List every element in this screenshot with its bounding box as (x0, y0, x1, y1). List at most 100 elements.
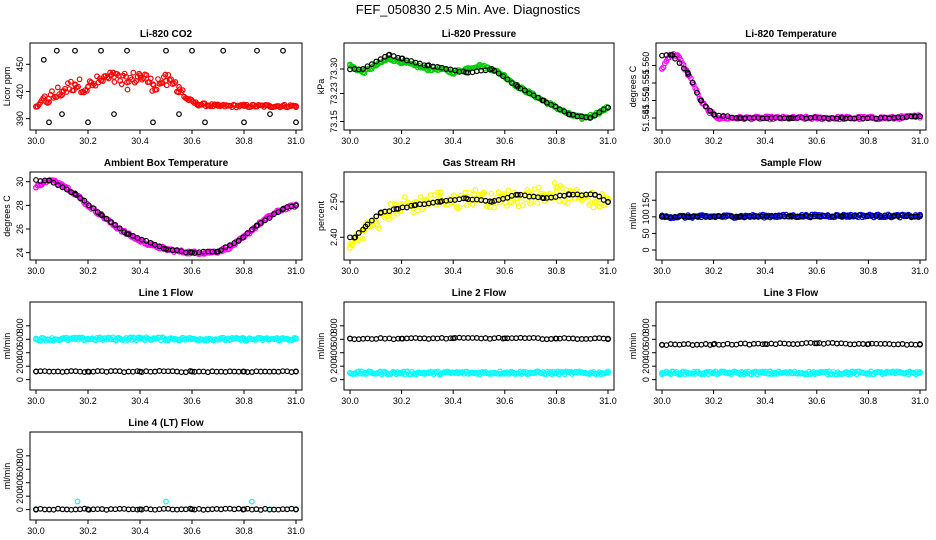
page-title: FEF_050830 2.5 Min. Ave. Diagnostics (355, 2, 581, 17)
data-point (249, 226, 255, 233)
data-point (175, 89, 182, 96)
data-point (50, 94, 57, 101)
plot-frame (343, 171, 615, 261)
data-point (280, 47, 286, 54)
data-point (63, 186, 70, 193)
data-point (155, 76, 161, 82)
series-secondary (659, 212, 923, 221)
data-point (561, 199, 568, 206)
data-point (118, 81, 125, 88)
panel-title: Line 1 Flow (139, 288, 194, 299)
data-point (68, 189, 75, 196)
x-tick-label: 30.2 (79, 136, 97, 146)
data-point (254, 47, 260, 54)
data-point (591, 112, 598, 119)
chart-panel-3: Li-820 Temperature degrees C 30.0 30.2 30.4 3… (628, 29, 929, 146)
data-point (244, 230, 251, 237)
chart-panel-1: Li-820 CO2 Licor ppm 30.0 30.2 30.4 30.6 30.8 3… (2, 29, 305, 146)
y-axis-label: kPa (316, 79, 326, 95)
x-tick-label: 30.4 (131, 266, 149, 276)
data-point (488, 190, 495, 197)
plot-frame (343, 301, 615, 391)
data-point (373, 58, 380, 65)
plot-frame (655, 171, 927, 261)
y-tick-label: 73.15 (329, 110, 339, 133)
x-tick-label: 31.0 (911, 136, 929, 146)
data-point (520, 202, 526, 209)
data-point (552, 103, 559, 110)
data-point (257, 220, 264, 226)
data-point (171, 80, 177, 87)
chart-panel-10: Line 4 (LT) Flow ml/min 30.0 30.2 30.4 30.6 30… (2, 418, 305, 536)
x-tick-label: 30.2 (79, 396, 97, 406)
series-primary (33, 177, 299, 258)
data-point (375, 225, 382, 232)
data-point (472, 186, 479, 193)
data-point (495, 70, 502, 77)
data-point (386, 216, 392, 223)
data-point (437, 189, 444, 196)
y-axis-label: ml/min (628, 333, 638, 360)
x-tick-label: 31.0 (599, 136, 617, 146)
data-point (65, 80, 71, 87)
x-tick-label: 30.8 (860, 396, 878, 406)
series-secondary (659, 339, 923, 349)
data-point (262, 505, 269, 512)
chart-panel-7: Line 1 Flow ml/min 30.0 30.2 30.4 30.6 30.8 31.… (2, 288, 305, 406)
x-tick-label: 30.0 (341, 396, 359, 406)
data-point (605, 368, 611, 375)
data-point (698, 97, 705, 104)
x-tick-label: 30.8 (860, 136, 878, 146)
data-point (293, 368, 299, 375)
data-point (528, 198, 535, 205)
data-point (522, 87, 528, 94)
y-axis-label: Licor ppm (2, 67, 12, 107)
data-point (504, 76, 511, 83)
x-tick-label: 30.0 (27, 396, 45, 406)
data-point (176, 86, 183, 93)
data-point (46, 119, 52, 126)
data-point (163, 498, 169, 505)
data-point (202, 119, 208, 126)
data-point (50, 179, 57, 186)
y-tick-label: 28 (15, 200, 25, 210)
series-secondary (33, 368, 299, 376)
y-tick-label: 0 (329, 377, 339, 382)
chart-panel-5: Gas Stream RH percent 30.0 30.2 30.4 30.6 30.8… (316, 158, 617, 276)
chart-panel-8: Line 2 Flow ml/min 30.0 30.2 30.4 30.6 30.8 31.… (316, 288, 617, 406)
data-point (368, 217, 375, 224)
data-point (59, 184, 66, 191)
data-point (74, 498, 81, 505)
data-point (41, 93, 48, 100)
x-tick-label: 30.8 (235, 136, 253, 146)
y-tick-label: 0 (641, 248, 651, 253)
x-tick-label: 30.0 (27, 526, 45, 536)
data-point (452, 193, 459, 199)
y-tick-label: 400 (15, 345, 25, 360)
x-tick-label: 30.8 (235, 396, 253, 406)
data-point (59, 111, 65, 118)
y-tick-label: 51.550 (641, 87, 651, 115)
data-point (513, 82, 520, 88)
data-point (561, 108, 568, 115)
data-point (587, 114, 594, 121)
data-point (382, 53, 388, 60)
data-point (543, 99, 550, 106)
plot-frame (29, 171, 303, 261)
panel-title: Line 4 (LT) Flow (128, 418, 204, 429)
y-tick-label: 420 (15, 84, 25, 99)
data-point (917, 341, 923, 347)
data-point (596, 109, 603, 116)
y-tick-label: 200 (15, 489, 25, 504)
y-tick-label: 0 (15, 377, 25, 382)
data-point (134, 73, 141, 80)
y-tick-label: 50 (641, 228, 651, 238)
data-point (659, 65, 665, 72)
data-point (189, 47, 195, 54)
data-point (670, 368, 677, 375)
data-point (535, 184, 542, 191)
series-secondary (33, 505, 299, 513)
data-point (85, 119, 91, 126)
plot-frame (655, 301, 927, 391)
y-tick-label: 51.560 (641, 52, 651, 80)
